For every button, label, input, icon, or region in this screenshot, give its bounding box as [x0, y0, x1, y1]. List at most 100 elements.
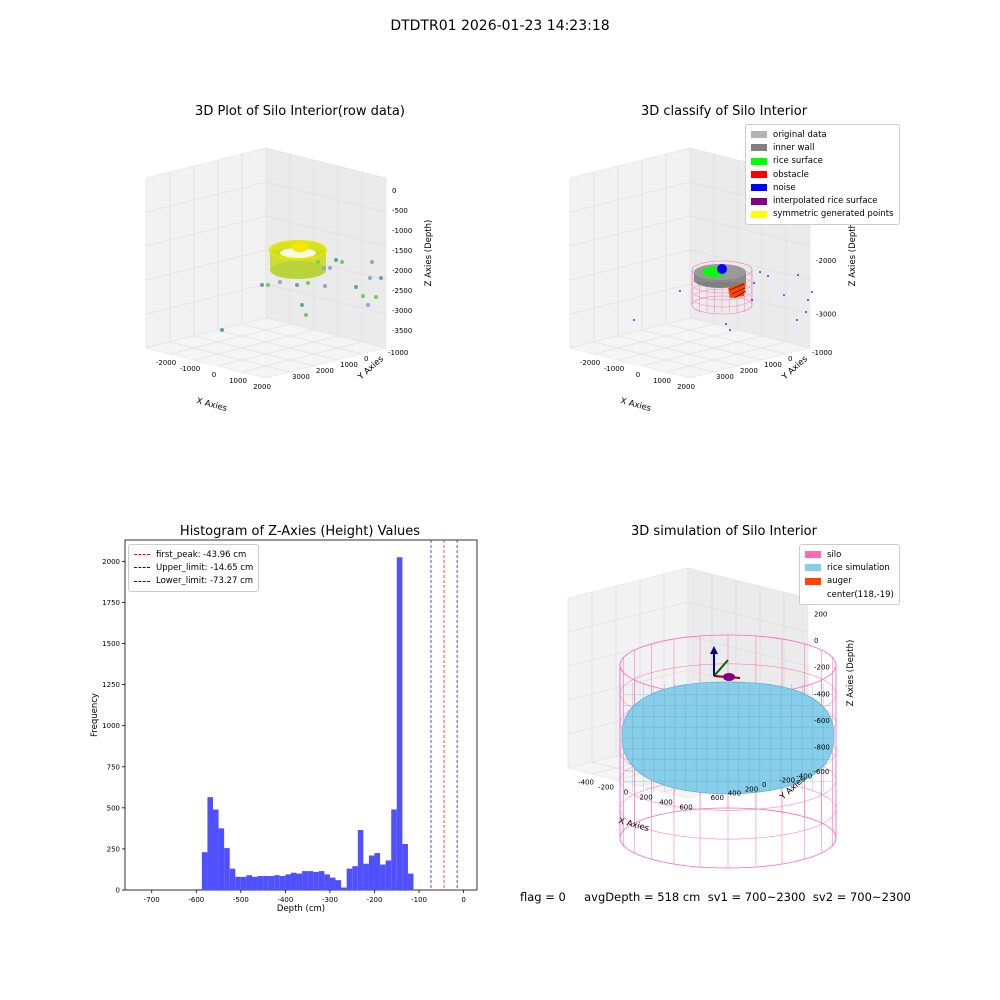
raw-plot-points — [220, 240, 383, 332]
histogram-ytick-label: 1250 — [102, 681, 120, 689]
noise-point — [725, 323, 727, 325]
histogram-bar — [285, 874, 291, 890]
histogram-bar — [224, 848, 230, 890]
simulation-plot-surface — [619, 634, 837, 869]
legend-obstacle: obstacle — [751, 168, 894, 181]
raw-plot-3d-box — [145, 147, 387, 379]
histogram-bar — [290, 872, 297, 890]
classify-plot-title: 3D classify of Silo Interior — [640, 104, 808, 119]
histogram-xtick-label: -400 — [277, 896, 293, 904]
legend-rice-surface: rice surface — [751, 155, 894, 168]
histogram-bar — [235, 876, 241, 890]
classify-plot-points — [633, 260, 813, 331]
histogram-ylabel: Frequency — [90, 693, 100, 737]
histogram-chart: -700 -600 -500 -400 -300 -200 -100 0 0 250 500 750… — [90, 539, 478, 914]
histogram-ytick-label: 750 — [107, 763, 120, 771]
histogram-bar — [213, 809, 219, 890]
histogram-bar — [346, 868, 353, 890]
legend-auger: auger — [805, 575, 894, 588]
noise-point — [751, 299, 753, 301]
histogram-bar — [307, 871, 314, 890]
histogram-bar — [313, 871, 319, 890]
legend-first-peak: first_peak: -43.96 cm — [134, 548, 253, 561]
noise-point — [811, 291, 813, 293]
raw-data-point — [306, 281, 310, 285]
histogram-bar — [263, 876, 269, 890]
raw-data-point — [316, 260, 320, 264]
noise-point — [805, 311, 807, 313]
histogram-ytick-label: 0 — [116, 887, 120, 895]
noise-point — [783, 294, 785, 296]
raw-data-point — [323, 284, 327, 288]
histogram-xtick-label: -600 — [188, 896, 204, 904]
simulation-legend: silo rice simulation auger center(118,-1… — [799, 544, 900, 606]
histogram-xtick-label: -300 — [322, 896, 338, 904]
raw-data-point — [278, 280, 282, 284]
noise-point — [797, 274, 799, 276]
histogram-bar — [329, 877, 336, 890]
raw-data-point — [368, 276, 372, 280]
histogram-bar — [374, 853, 381, 890]
noise-point — [679, 290, 681, 292]
raw-data-point — [266, 283, 270, 287]
histogram-ytick-label: 1500 — [102, 640, 120, 648]
legend-original-data: original data — [751, 128, 894, 141]
histogram-xtick-label: -500 — [233, 896, 249, 904]
histogram-bar — [391, 809, 397, 890]
histogram-title: Histogram of Z-Axies (Height) Values — [179, 524, 421, 539]
noise-point — [796, 319, 798, 321]
noise-point — [633, 319, 635, 321]
legend-rice-simulation: rice simulation — [805, 561, 894, 574]
noise-point — [759, 271, 761, 273]
raw-data-point — [374, 295, 378, 299]
histogram-bar — [324, 874, 330, 890]
noise-point — [729, 329, 731, 331]
raw-data-point — [340, 260, 344, 264]
simulation-plot-title: 3D simulation of Silo Interior — [631, 524, 817, 539]
raw-data-point — [334, 258, 338, 262]
footer-status: flag = 0 avgDepth = 518 cm sv1 = 700~230… — [520, 890, 911, 904]
histogram-bar — [196, 889, 202, 890]
histogram-bar — [402, 843, 408, 890]
figure-title: DTDTR01 2026-01-23 14:23:18 — [390, 18, 610, 34]
legend-noise: noise — [751, 181, 894, 194]
histogram-legend: first_peak: -43.96 cm Upper_limit: -14.6… — [128, 544, 260, 592]
histogram-xtick-label: -700 — [144, 896, 160, 904]
noise-point — [753, 282, 755, 284]
legend-upper-limit: Upper_limit: -14.65 cm — [134, 561, 253, 574]
raw-data-point — [300, 303, 304, 307]
histogram-bar — [302, 871, 308, 890]
histogram-ytick-label: 1000 — [102, 722, 120, 730]
legend-symmetric-points: symmetric generated points — [751, 208, 894, 221]
histogram-xtick-label: -200 — [367, 896, 383, 904]
classify-legend: original data inner wall rice surface ob… — [745, 124, 900, 226]
legend-center: center(118,-19) — [827, 589, 894, 600]
histogram-xlabel: Depth (cm) — [277, 904, 325, 914]
histogram-bar — [257, 876, 264, 890]
noise-point — [807, 299, 809, 301]
histogram-bar — [246, 875, 252, 890]
raw-data-point — [295, 283, 299, 287]
raw-data-point — [260, 283, 264, 287]
raw-data-point — [322, 266, 326, 270]
histogram-bar — [229, 868, 236, 890]
histogram-bar — [363, 863, 369, 890]
histogram-xtick-label: 0 — [461, 896, 465, 904]
legend-interpolated-rice-surface: interpolated rice surface — [751, 194, 894, 207]
raw-data-point — [304, 313, 308, 317]
histogram-bar — [251, 876, 258, 890]
histogram-bar — [407, 873, 414, 890]
raw-data-point — [220, 328, 224, 332]
histogram-ytick-label: 500 — [107, 804, 120, 812]
noise-point — [767, 275, 769, 277]
raw-data-point — [366, 303, 370, 307]
raw-data-point — [379, 276, 383, 280]
histogram-ytick-label: 2000 — [102, 558, 120, 566]
histogram-bar — [201, 852, 208, 890]
legend-lower-limit: Lower_limit: -73.27 cm — [134, 575, 253, 588]
histogram-bar — [380, 864, 386, 890]
raw-data-point — [354, 285, 358, 289]
histogram-bar — [357, 830, 364, 890]
histogram-xtick-label: -100 — [411, 896, 427, 904]
histogram-bar — [207, 797, 213, 890]
